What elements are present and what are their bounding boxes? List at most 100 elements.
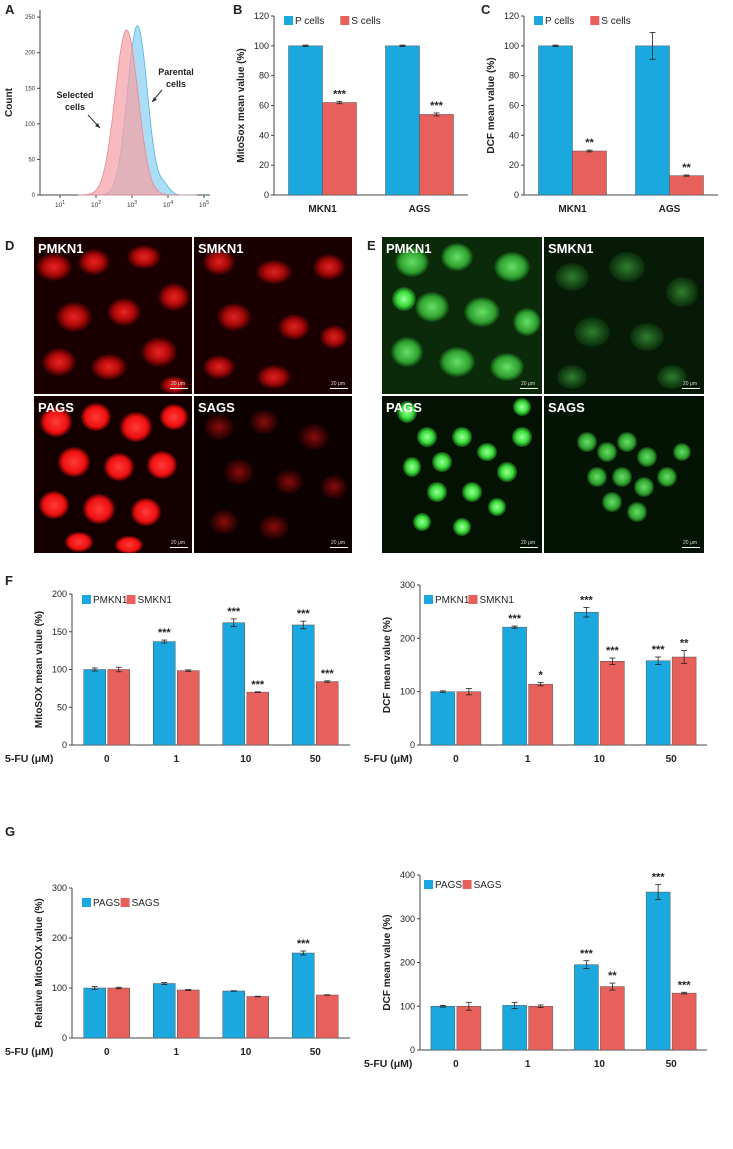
micrograph-label-pmkn1: PMKN1	[38, 241, 84, 256]
x-tick-label: 50	[666, 754, 678, 765]
bar-pmkn1	[222, 622, 245, 746]
panel-letter-d: D	[5, 238, 15, 253]
significance-marker: ***	[333, 88, 347, 100]
mitosox-micrograph-grid: PMKN1 SMKN1 PAGS SAGS 20 μm 20 μm 20 μm …	[34, 237, 352, 553]
y-tick-label: 100	[25, 122, 36, 128]
micrograph-label-smkn1: SMKN1	[198, 241, 244, 256]
bar-pmkn1	[153, 641, 176, 746]
x-tick-label: MKN1	[308, 204, 337, 215]
y-tick-label: 20	[259, 160, 269, 170]
scale-label: 20 μm	[683, 540, 697, 546]
y-tick-label: 120	[504, 11, 519, 21]
y-axis-label: MitoSox mean value (%)	[236, 48, 247, 162]
y-tick-label: 100	[400, 1001, 415, 1011]
x-tick-label: MKN1	[558, 204, 587, 215]
selected-cells-annotation: cells	[65, 102, 85, 112]
legend-label: PMKN1	[435, 595, 470, 606]
bar-sags	[528, 1006, 553, 1051]
y-axis-label: MitoSOX mean value (%)	[34, 611, 45, 728]
legend-label: SMKN1	[480, 595, 515, 606]
x-tick-label: 50	[310, 1047, 322, 1058]
bar-p-cells	[385, 45, 420, 196]
bar-sags	[316, 994, 339, 1039]
x-tick-label: 10	[240, 754, 252, 765]
micrograph-label-sags: SAGS	[548, 400, 585, 415]
mitosox-mkn1-5fu-chart: 0 50 100 150 200 MitoSOX mean value (%) 0 *** 1 *…	[5, 589, 350, 765]
dcf-p-vs-s-chart: 0 20 40 60 80 100 120 DCF mean value (%) ** MKN1 *…	[486, 11, 718, 215]
bar-pmkn1	[430, 691, 456, 746]
bar-s-cells	[669, 175, 704, 196]
y-tick-label: 50	[28, 157, 35, 163]
y-tick-label: 300	[52, 883, 67, 893]
x-tick-label: 1	[525, 754, 531, 765]
y-axis-label: Relative MitoSOX value (%)	[34, 898, 45, 1027]
bar-p-cells	[538, 45, 573, 196]
x-tick-label: 10	[594, 1059, 606, 1070]
x-tick-label: 50	[310, 754, 322, 765]
y-tick-label: 150	[52, 627, 67, 637]
y-axis-label: DCF mean value (%)	[486, 57, 497, 153]
panel-letter-a: A	[5, 2, 15, 17]
bar-smkn1	[600, 661, 625, 746]
x-tick-label: 1	[525, 1059, 531, 1070]
panel-letter-f: F	[5, 573, 13, 588]
y-tick-label: 0	[410, 1045, 415, 1055]
parental-cells-annotation: cells	[166, 79, 186, 89]
y-tick-label: 60	[259, 101, 269, 111]
y-tick-label: 250	[25, 15, 36, 21]
x-tick-label: 1	[173, 754, 179, 765]
significance-marker: ***	[652, 872, 666, 884]
significance-marker: ***	[430, 100, 444, 112]
legend-swatch	[82, 595, 91, 604]
y-tick-label: 100	[52, 665, 67, 675]
micrograph-label-pags: PAGS	[38, 400, 74, 415]
y-tick-label: 60	[509, 101, 519, 111]
legend-label: SAGS	[132, 898, 160, 909]
legend-swatch	[424, 595, 433, 604]
y-tick-label: 80	[259, 71, 269, 81]
legend-label: P cells	[295, 16, 324, 27]
x-tick-label: AGS	[659, 204, 681, 215]
micrograph-label-pags: PAGS	[386, 400, 422, 415]
y-axis-label: Count	[4, 87, 15, 117]
y-tick-label: 200	[25, 51, 36, 57]
significance-marker: ***	[158, 627, 172, 639]
significance-marker: ***	[652, 644, 666, 656]
y-tick-label: 200	[400, 633, 415, 643]
significance-marker: ***	[321, 668, 335, 680]
x-tick-label: 101	[55, 200, 65, 209]
significance-marker: **	[680, 638, 689, 650]
bar-pags	[502, 1005, 527, 1051]
legend-swatch	[424, 880, 433, 889]
legend-swatch	[590, 16, 600, 25]
bar-pags	[83, 987, 106, 1039]
legend-label: S cells	[601, 16, 630, 27]
legend-swatch	[82, 898, 91, 907]
x-tick-label: 0	[453, 754, 459, 765]
bar-sags	[671, 992, 697, 1051]
y-tick-label: 200	[400, 958, 415, 968]
significance-marker: **	[585, 137, 594, 149]
significance-marker: ***	[580, 594, 594, 606]
bar-pags	[222, 990, 245, 1039]
significance-marker: ***	[251, 679, 265, 691]
bar-s-cells	[322, 102, 357, 196]
micrograph-label-smkn1: SMKN1	[548, 241, 594, 256]
bar-sags	[107, 987, 130, 1039]
selected-cells-annotation: Selected	[56, 90, 93, 100]
y-tick-label: 0	[32, 193, 36, 199]
bar-pmkn1	[83, 669, 106, 746]
bar-s-cells	[419, 114, 454, 196]
y-tick-label: 40	[509, 130, 519, 140]
x-tick-label: 50	[666, 1059, 678, 1070]
y-tick-label: 50	[57, 702, 67, 712]
legend-swatch	[126, 595, 136, 604]
y-tick-label: 100	[400, 687, 415, 697]
y-tick-label: 100	[52, 983, 67, 993]
annotation-arrowhead	[95, 123, 100, 128]
x-tick-label: AGS	[409, 204, 431, 215]
bar-pmkn1	[292, 624, 315, 746]
scale-label: 20 μm	[683, 381, 697, 387]
y-tick-label: 100	[254, 41, 269, 51]
